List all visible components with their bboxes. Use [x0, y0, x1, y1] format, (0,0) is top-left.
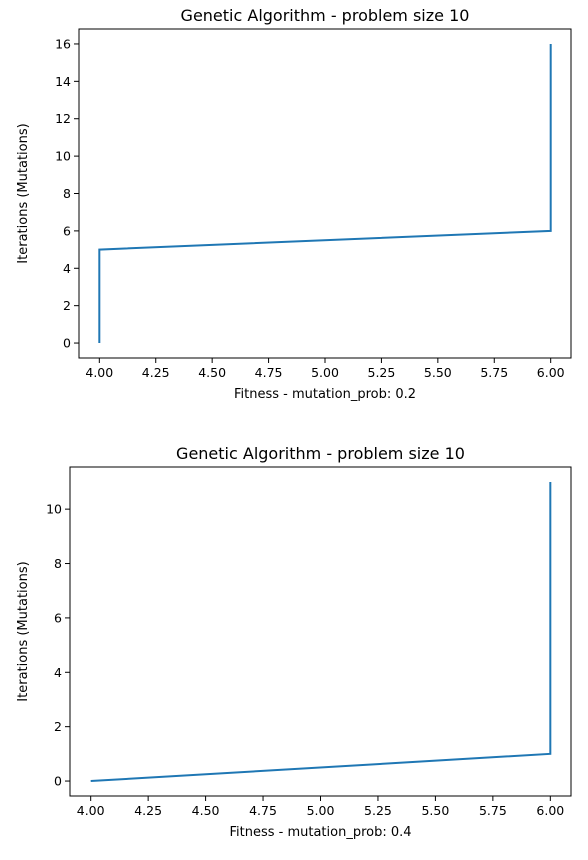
y-axis-label: Iterations (Mutations) [16, 123, 31, 263]
plot-frame [69, 466, 572, 797]
x-tick-label: 5.25 [368, 365, 396, 380]
x-tick-label: 4.50 [192, 803, 220, 818]
y-tick-label: 4 [54, 665, 62, 680]
y-tick-label: 8 [54, 556, 62, 571]
x-tick-label: 5.50 [424, 365, 452, 380]
chart-title: Genetic Algorithm - problem size 10 [181, 6, 470, 25]
chart-2: Genetic Algorithm - problem size 10 4.00 4… [16, 444, 572, 840]
x-axis-label: Fitness - mutation_prob: 0.2 [234, 387, 416, 402]
series-line [98, 43, 552, 344]
y-tick-label: 2 [63, 298, 71, 313]
y-tick-label: 14 [55, 74, 71, 89]
x-tick-label: 4.00 [85, 365, 113, 380]
y-tick-label: 6 [54, 610, 62, 625]
x-tick-label: 4.25 [134, 803, 162, 818]
y-tick-label: 12 [55, 111, 71, 126]
y-tick-label: 10 [55, 149, 71, 164]
x-tick-label: 4.75 [255, 365, 283, 380]
x-tick-label: 4.50 [198, 365, 226, 380]
chart-1: Genetic Algorithm - problem size 10 4.00 4… [16, 6, 572, 402]
y-tick-label: 4 [63, 261, 71, 276]
y-tick-label: 0 [63, 336, 71, 351]
x-tick-label: 5.25 [364, 803, 392, 818]
y-tick-label: 8 [63, 186, 71, 201]
x-tick-label: 5.75 [480, 365, 508, 380]
x-tick-label: 6.00 [536, 803, 564, 818]
x-tick-label: 4.25 [142, 365, 170, 380]
x-tick-label: 5.00 [311, 365, 339, 380]
x-tick-label: 4.00 [77, 803, 105, 818]
x-tick-label: 4.75 [249, 803, 277, 818]
chart-title: Genetic Algorithm - problem size 10 [176, 444, 465, 463]
plot-frame [78, 28, 572, 359]
series-line [90, 481, 552, 783]
y-tick-label: 16 [55, 36, 71, 51]
x-tick-label: 5.00 [307, 803, 335, 818]
y-tick-label: 2 [54, 719, 62, 734]
y-axis-label: Iterations (Mutations) [16, 561, 31, 701]
y-tick-label: 6 [63, 223, 71, 238]
x-tick-label: 6.00 [537, 365, 565, 380]
x-tick-label: 5.75 [479, 803, 507, 818]
x-axis-label: Fitness - mutation_prob: 0.4 [229, 825, 411, 840]
x-tick-label: 5.50 [421, 803, 449, 818]
y-tick-label: 0 [54, 774, 62, 789]
y-tick-label: 10 [46, 502, 62, 517]
